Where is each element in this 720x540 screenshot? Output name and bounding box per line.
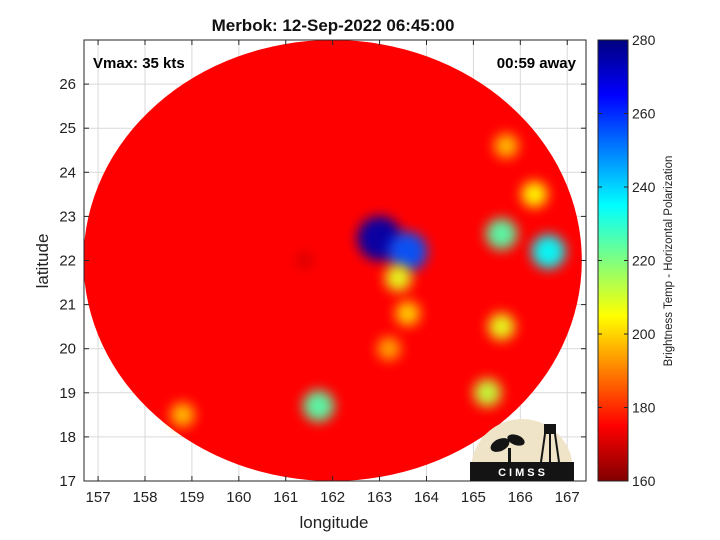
x-tick-label: 163 xyxy=(367,489,392,506)
y-tick-label: 17 xyxy=(59,473,76,490)
y-tick-label: 26 xyxy=(59,76,76,93)
colorbar-tick-label: 260 xyxy=(632,106,656,122)
satellite-dish-right-icon xyxy=(507,434,525,446)
x-tick-label: 162 xyxy=(320,489,345,506)
feature-blob xyxy=(473,378,502,407)
y-tick-label: 21 xyxy=(59,297,76,314)
feature-blob xyxy=(302,390,335,422)
colorbar-tick-label: 240 xyxy=(632,179,656,195)
brightness-swath xyxy=(84,40,582,481)
feature-blob xyxy=(521,181,548,208)
logo-text: CIMSS xyxy=(498,467,548,479)
x-tick-label: 165 xyxy=(461,489,486,506)
axis-ticks: 157 158 159 160 161 162 163 164 165 166 167 17 18 19 2… xyxy=(59,40,586,506)
vmax-annotation: Vmax: 35 kts xyxy=(93,55,185,72)
cimss-logo: CIMSS xyxy=(470,419,574,481)
y-tick-label: 25 xyxy=(59,120,76,137)
brightness-features xyxy=(170,133,566,427)
feature-blob xyxy=(485,218,518,250)
feature-blob xyxy=(531,234,566,269)
x-tick-label: 159 xyxy=(179,489,204,506)
feature-blob xyxy=(488,313,515,341)
y-tick-label: 19 xyxy=(59,385,76,402)
feature-blob xyxy=(494,133,519,158)
chart-title: Merbok: 12-Sep-2022 06:45:00 xyxy=(212,16,455,35)
y-tick-label: 20 xyxy=(59,341,76,358)
water-tower-legs-icon xyxy=(540,433,560,463)
colorbar-ticks: 160 180 200 220 240 260 280 xyxy=(598,32,656,489)
feature-blob xyxy=(296,252,313,269)
x-tick-label: 167 xyxy=(555,489,580,506)
y-tick-label: 18 xyxy=(59,429,76,446)
y-tick-label: 24 xyxy=(59,164,76,181)
time-away-annotation: 00:59 away xyxy=(497,55,577,72)
feature-blob xyxy=(384,264,412,292)
colorbar-tick-label: 160 xyxy=(632,473,656,489)
x-tick-label: 164 xyxy=(414,489,439,506)
colorbar-label: Brightness Temp - Horizontal Polarizatio… xyxy=(663,156,675,367)
x-tick-label: 158 xyxy=(132,489,157,506)
swath-layer xyxy=(84,40,582,481)
x-tick-label: 160 xyxy=(226,489,251,506)
colorbar-tick-label: 200 xyxy=(632,326,656,342)
colorbar-tick-label: 220 xyxy=(632,253,656,269)
y-axis-label: latitude xyxy=(33,234,52,289)
x-axis-label: longitude xyxy=(299,513,368,532)
feature-blob xyxy=(377,337,401,361)
feature-blob xyxy=(388,232,428,272)
x-tick-label: 157 xyxy=(86,489,111,506)
y-tick-label: 23 xyxy=(59,208,76,225)
colorbar-tick-label: 280 xyxy=(632,32,656,48)
water-tower-tank-icon xyxy=(544,424,556,434)
dish-mount-icon xyxy=(508,448,511,462)
x-tick-label: 166 xyxy=(508,489,533,506)
feature-blob xyxy=(395,301,421,326)
colorbar-tick-label: 180 xyxy=(632,400,656,416)
y-tick-label: 22 xyxy=(59,253,76,270)
colorbar xyxy=(597,39,629,482)
logo-banner xyxy=(470,462,574,481)
feature-blob xyxy=(170,402,195,427)
satellite-dish-left-icon xyxy=(490,438,510,452)
x-tick-label: 161 xyxy=(273,489,298,506)
